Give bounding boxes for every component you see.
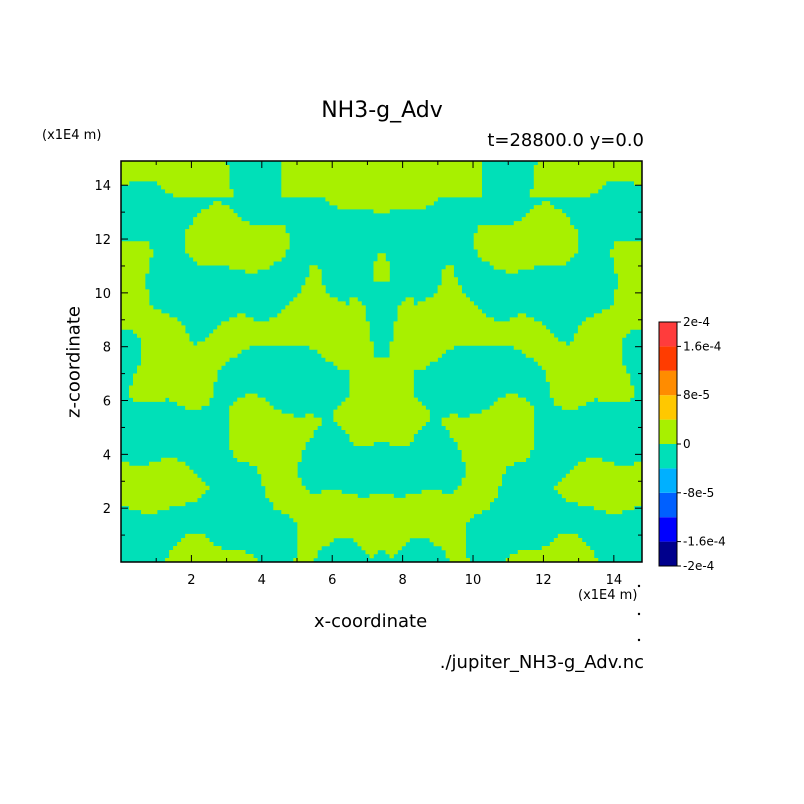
colorbar-segment <box>659 419 677 444</box>
plot-frame <box>120 160 643 563</box>
colorbar-segment <box>659 444 677 469</box>
x-axis-label: x-coordinate <box>314 611 428 632</box>
margin-dot <box>637 612 641 616</box>
y-axis-unit: (x1E4 m) <box>42 128 102 143</box>
x-tick-label: 6 <box>328 573 336 588</box>
plot-border <box>120 160 643 563</box>
margin-dot <box>637 584 641 588</box>
colorbar: 2e-4 1.6e-4 8e-5 0 -8e-5 -1.6e-4 -2e-4 <box>637 315 726 642</box>
y-tick-label: 14 <box>94 179 111 194</box>
chart-title: NH3-g_Adv <box>321 98 443 123</box>
colorbar-label: 0 <box>683 437 691 451</box>
colorbar-segment <box>659 370 677 396</box>
field-positive-region <box>121 161 643 563</box>
x-tick-label: 10 <box>465 573 482 588</box>
x-axis: 2 4 6 8 10 12 14 <box>155 161 623 588</box>
y-tick-label: 8 <box>103 341 111 356</box>
colorbar-segment <box>659 346 677 371</box>
colorbar-label: -8e-5 <box>683 486 714 500</box>
x-tick-label: 2 <box>187 573 195 588</box>
colorbar-segment <box>659 492 677 518</box>
y-tick-label: 4 <box>103 448 111 463</box>
colorbar-label: -1.6e-4 <box>683 535 726 549</box>
colorbar-label: 8e-5 <box>683 388 710 402</box>
x-tick-label: 14 <box>606 573 623 588</box>
y-axis: 2 4 6 8 10 12 14 <box>94 179 642 536</box>
x-tick-label: 8 <box>398 573 406 588</box>
y-tick-label: 2 <box>103 502 111 517</box>
colorbar-segment <box>659 395 677 420</box>
colorbar-label: 1.6e-4 <box>683 339 721 353</box>
colorbar-segment <box>659 322 677 347</box>
x-tick-label: 12 <box>535 573 552 588</box>
colorbar-segment <box>659 541 677 566</box>
x-tick-label: 4 <box>258 573 266 588</box>
y-tick-label: 6 <box>103 395 111 410</box>
source-filename: ./jupiter_NH3-g_Adv.nc <box>439 652 644 673</box>
x-axis-unit: (x1E4 m) <box>578 588 638 603</box>
colorbar-label: -2e-4 <box>683 559 714 573</box>
colorbar-segment <box>659 468 677 493</box>
y-tick-label: 10 <box>94 287 111 302</box>
margin-dot <box>637 638 641 642</box>
colorbar-segment <box>659 517 677 542</box>
contour-field <box>121 161 643 563</box>
y-axis-label: z-coordinate <box>63 306 85 418</box>
colorbar-label: 2e-4 <box>683 315 710 329</box>
chart-subtitle: t=28800.0 y=0.0 <box>487 130 644 151</box>
y-tick-label: 12 <box>94 233 111 248</box>
